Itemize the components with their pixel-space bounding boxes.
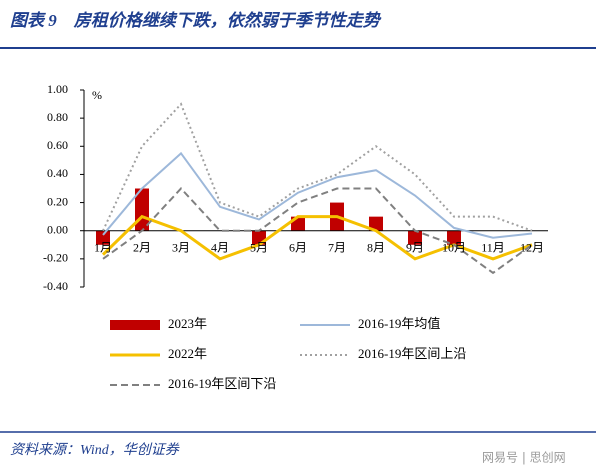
x-tick-label: 3月 bbox=[172, 240, 190, 254]
x-tick-label: 7月 bbox=[328, 240, 346, 254]
x-tick-label: 10月 bbox=[442, 240, 466, 254]
y-tick-label: 0.20 bbox=[47, 194, 68, 208]
legend-label: 2016-19年均值 bbox=[358, 316, 440, 331]
legend-swatch bbox=[110, 320, 160, 330]
x-tick-label: 2月 bbox=[133, 240, 151, 254]
line bbox=[102, 102, 533, 232]
legend-label: 2016-19年区间下沿 bbox=[168, 376, 276, 391]
x-tick-label: 8月 bbox=[367, 240, 385, 254]
unit-label: % bbox=[92, 88, 102, 102]
bar bbox=[408, 230, 422, 245]
y-tick-label: -0.20 bbox=[43, 251, 68, 265]
x-tick-label: 6月 bbox=[289, 240, 307, 254]
legend-label: 2023年 bbox=[168, 316, 207, 331]
bar bbox=[447, 230, 461, 245]
bar bbox=[96, 230, 110, 245]
y-tick-label: -0.40 bbox=[43, 279, 68, 293]
y-tick-label: 0.60 bbox=[47, 138, 68, 152]
source: 资料来源：Wind，华创证券 bbox=[10, 442, 180, 458]
line bbox=[101, 214, 533, 261]
y-tick-label: 0.00 bbox=[47, 222, 68, 236]
x-tick-label: 11月 bbox=[481, 240, 505, 254]
y-tick-label: 0.80 bbox=[47, 110, 68, 124]
legend: 2023年 2016-19年均值 2022年 2016-19年区间上沿 2016-19年… bbox=[110, 316, 466, 391]
chart-title: 图表 9 房租价格继续下跌，依然弱于季节性走势 bbox=[10, 11, 382, 30]
x-tick-label: 12月 bbox=[520, 240, 544, 254]
legend-label: 2022年 bbox=[168, 346, 207, 361]
y-tick-label: 1.00 bbox=[47, 82, 68, 96]
x-tick-label: 4月 bbox=[211, 240, 229, 254]
x-tick-label: 5月 bbox=[250, 240, 268, 254]
line bbox=[102, 187, 533, 275]
x-tick-label: 1月 bbox=[94, 240, 112, 254]
y-tick-label: 0.40 bbox=[47, 166, 68, 180]
bar bbox=[369, 216, 383, 231]
line bbox=[102, 151, 533, 239]
watermark: 网易号 | 思创网 bbox=[482, 451, 566, 465]
legend-label: 2016-19年区间上沿 bbox=[358, 346, 466, 361]
x-tick-label: 9月 bbox=[406, 240, 424, 254]
